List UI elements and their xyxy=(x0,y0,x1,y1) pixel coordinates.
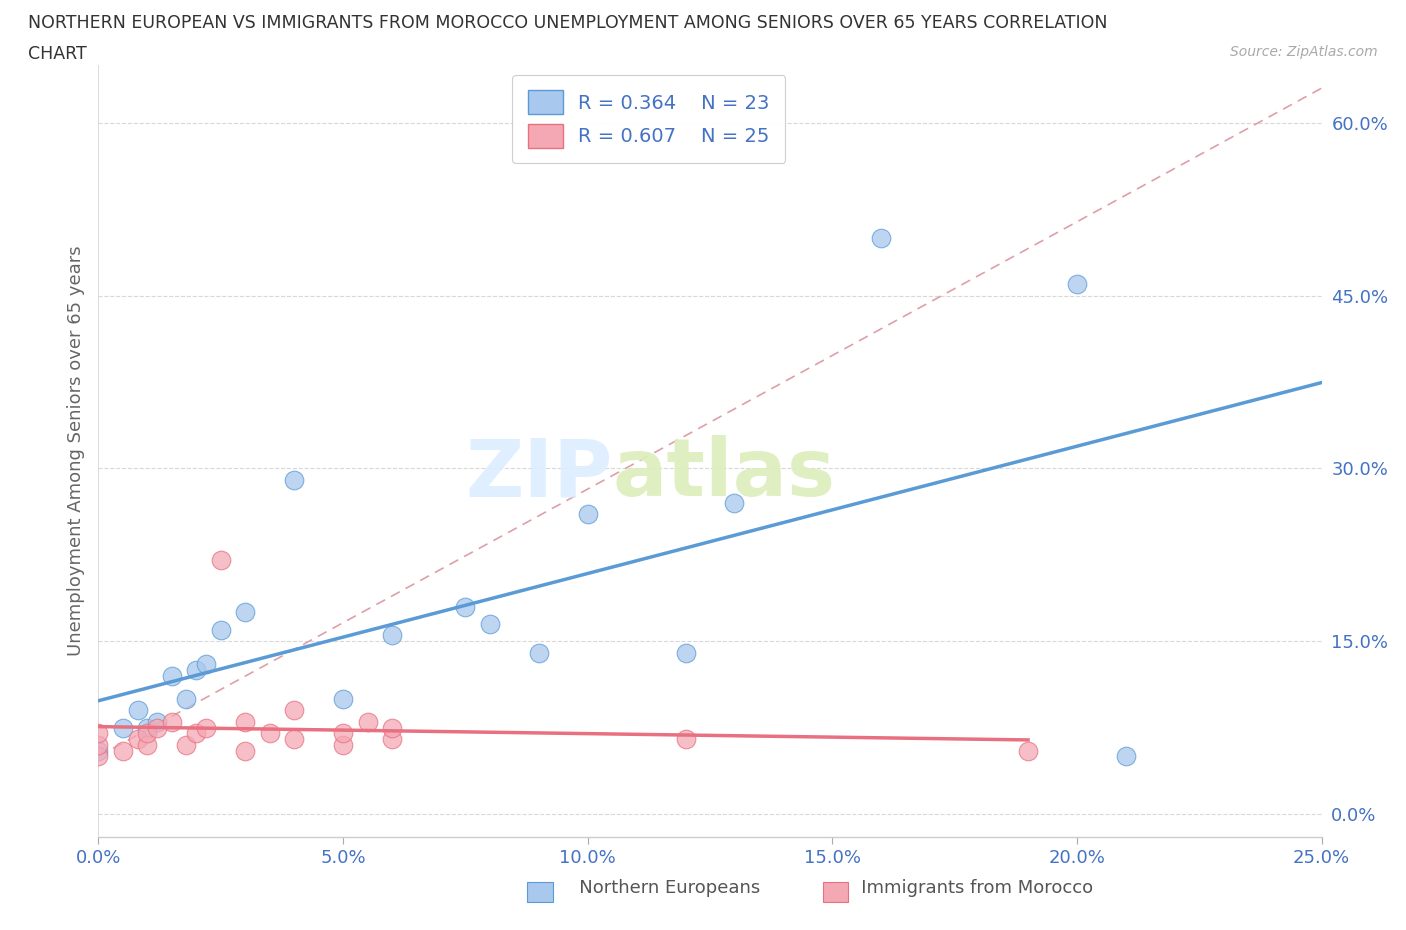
Point xyxy=(332,726,354,741)
Text: Immigrants from Morocco: Immigrants from Morocco xyxy=(844,879,1092,897)
Point xyxy=(176,737,198,752)
Point xyxy=(454,599,477,614)
Y-axis label: Unemployment Among Seniors over 65 years: Unemployment Among Seniors over 65 years xyxy=(66,246,84,657)
Point xyxy=(381,628,404,643)
Point xyxy=(381,732,404,747)
Point xyxy=(381,720,404,735)
Point xyxy=(160,669,183,684)
Point xyxy=(160,714,183,729)
Point xyxy=(233,743,256,758)
Point xyxy=(870,231,893,246)
Text: CHART: CHART xyxy=(28,45,87,62)
Point xyxy=(332,691,354,706)
Text: NORTHERN EUROPEAN VS IMMIGRANTS FROM MOROCCO UNEMPLOYMENT AMONG SENIORS OVER 65 : NORTHERN EUROPEAN VS IMMIGRANTS FROM MOR… xyxy=(28,14,1108,32)
Point xyxy=(195,657,218,671)
Point xyxy=(186,726,208,741)
Text: atlas: atlas xyxy=(612,435,835,513)
Point xyxy=(87,743,110,758)
Point xyxy=(209,553,232,568)
Point xyxy=(478,617,501,631)
Point xyxy=(233,604,256,619)
Point xyxy=(675,645,697,660)
Text: Source: ZipAtlas.com: Source: ZipAtlas.com xyxy=(1230,45,1378,59)
Point xyxy=(136,720,159,735)
Point xyxy=(136,726,159,741)
Point xyxy=(209,622,232,637)
Point xyxy=(186,662,208,677)
Point xyxy=(136,737,159,752)
Point xyxy=(146,714,169,729)
Point xyxy=(356,714,378,729)
Point xyxy=(332,737,354,752)
Legend: R = 0.364    N = 23, R = 0.607    N = 25: R = 0.364 N = 23, R = 0.607 N = 25 xyxy=(512,74,786,163)
Point xyxy=(283,472,305,487)
Text: Northern Europeans: Northern Europeans xyxy=(562,879,761,897)
Point xyxy=(675,732,697,747)
Point xyxy=(1066,276,1088,291)
Point xyxy=(146,720,169,735)
Point xyxy=(283,703,305,718)
Point xyxy=(111,720,134,735)
Point xyxy=(195,720,218,735)
Point xyxy=(111,743,134,758)
Point xyxy=(233,714,256,729)
Point xyxy=(1017,743,1039,758)
Point xyxy=(576,507,599,522)
Point xyxy=(176,691,198,706)
Point xyxy=(127,732,149,747)
Point xyxy=(259,726,281,741)
Point xyxy=(127,703,149,718)
Point xyxy=(283,732,305,747)
Point xyxy=(87,749,110,764)
Point xyxy=(87,737,110,752)
Point xyxy=(527,645,550,660)
Point xyxy=(1115,749,1137,764)
Text: ZIP: ZIP xyxy=(465,435,612,513)
Point xyxy=(87,726,110,741)
Point xyxy=(723,496,745,511)
